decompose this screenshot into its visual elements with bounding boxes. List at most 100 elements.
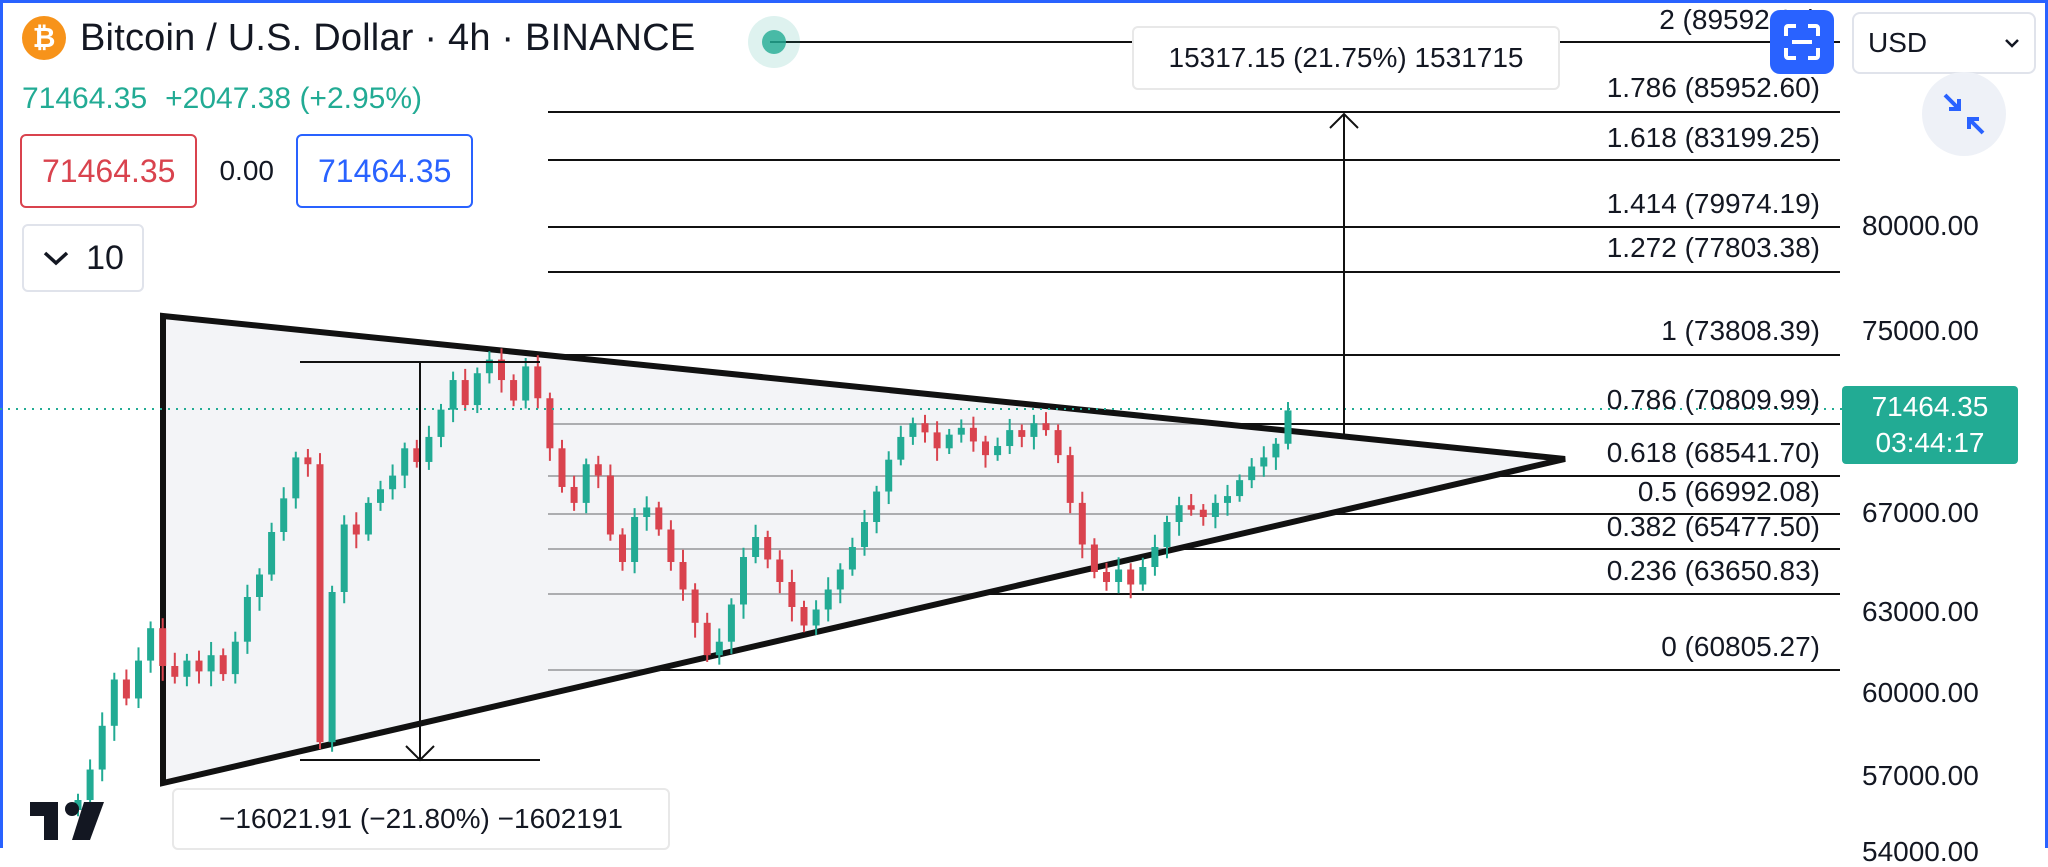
- candle-body: [1224, 496, 1231, 503]
- axis-label-54000: 54000.00: [1862, 836, 1979, 867]
- chevron-down-icon: [43, 251, 69, 266]
- candle-body: [546, 398, 554, 449]
- candle-body: [1151, 547, 1159, 567]
- candle-body: [800, 607, 808, 626]
- candle-body: [328, 592, 336, 743]
- fib-label-1272: 1.272 (77803.38): [1606, 232, 1820, 263]
- candle-body: [364, 502, 372, 535]
- candle-body: [824, 589, 832, 610]
- candle-body: [691, 589, 699, 623]
- candle-body: [1272, 443, 1280, 458]
- symbol-header: ₿ Bitcoin / U.S. Dollar · 4h · BINANCE: [22, 16, 695, 60]
- candle-body: [703, 622, 711, 656]
- candle-body: [510, 380, 518, 401]
- sell-button[interactable]: 71464.35: [20, 134, 198, 208]
- last-price-tag: 71464.35 03:44:17: [1842, 386, 2018, 464]
- currency-select[interactable]: USD: [1852, 12, 2036, 74]
- candle-body: [740, 557, 747, 605]
- candle-body: [171, 666, 179, 677]
- fib-label-0786: 0.786 (70809.99): [1606, 384, 1820, 415]
- candle-body: [909, 423, 917, 437]
- fib-label-1: 1 (73808.39): [1661, 315, 1820, 346]
- candle-body: [631, 517, 639, 562]
- candle-body: [1090, 544, 1098, 572]
- price-change: +2047.38 (+2.95%): [165, 82, 423, 115]
- candle-body: [135, 660, 142, 699]
- candle-body: [195, 660, 203, 672]
- candle-body: [1030, 423, 1038, 437]
- candle-body: [873, 491, 881, 522]
- price-change-line: 71464.35 +2047.38 (+2.95%): [22, 82, 422, 116]
- candle-body: [885, 459, 893, 492]
- fib-label-0: 0 (60805.27): [1661, 631, 1820, 662]
- candle-body: [437, 409, 445, 437]
- axis-label-63000: 63000.00: [1862, 596, 1979, 627]
- candle-body: [1042, 423, 1050, 431]
- candle-body: [1066, 455, 1074, 503]
- measure-up-label: 15317.15 (21.75%) 1531715: [1132, 26, 1560, 90]
- candle-body: [159, 628, 167, 666]
- candle-body: [788, 582, 796, 607]
- tradingview-logo: [30, 802, 104, 840]
- candle-body: [1115, 569, 1123, 582]
- axis-label-75000: 75000.00: [1862, 315, 1979, 346]
- measure-up-arrow[interactable]: [1329, 112, 1359, 435]
- candle-body: [86, 769, 94, 800]
- candle-body: [534, 366, 542, 399]
- candle-body: [498, 359, 505, 381]
- candle-body: [110, 679, 118, 726]
- price-tag-value: 71464.35: [1871, 391, 1989, 422]
- candle-body: [921, 423, 929, 433]
- candle-body: [219, 655, 227, 675]
- candle-body: [316, 464, 324, 743]
- fib-label-0618: 0.618 (68541.70): [1606, 437, 1820, 468]
- candle-body: [861, 522, 868, 547]
- spread-value: 0.00: [219, 155, 274, 186]
- candle-body: [606, 475, 614, 535]
- candle-body: [1163, 522, 1171, 547]
- candle-body: [340, 524, 348, 592]
- candle-body: [982, 441, 989, 456]
- price-tag-countdown: 03:44:17: [1875, 427, 1985, 458]
- buy-button[interactable]: 71464.35: [295, 134, 474, 208]
- bitcoin-icon: ₿: [22, 16, 66, 60]
- candle-body: [122, 679, 130, 699]
- candle-body: [1078, 502, 1086, 545]
- screenshot-button[interactable]: [1770, 10, 1834, 74]
- candle-body: [1139, 567, 1147, 585]
- candle-body: [969, 427, 977, 442]
- candle-body: [655, 507, 663, 530]
- measure-down-arrow[interactable]: [300, 361, 540, 762]
- drawing-handle-dot[interactable]: [762, 30, 786, 54]
- axis-label-80000: 80000.00: [1862, 210, 1979, 241]
- fib-label-0382: 0.382 (65477.50): [1606, 511, 1820, 542]
- candle-body: [183, 660, 191, 677]
- axis-label-57000: 57000.00: [1862, 760, 1979, 791]
- price-chart[interactable]: [0, 0, 2048, 848]
- candle-body: [1103, 572, 1110, 582]
- candle-body: [643, 507, 651, 517]
- candle-body: [1199, 509, 1207, 517]
- candle-body: [764, 537, 772, 560]
- candle-body: [280, 498, 288, 532]
- candle-body: [522, 366, 530, 401]
- collapse-chart-button[interactable]: [1922, 72, 2006, 156]
- candle-body: [1236, 480, 1244, 497]
- candle-body: [1054, 430, 1062, 456]
- symbol-title[interactable]: Bitcoin / U.S. Dollar · 4h · BINANCE: [80, 16, 696, 59]
- candle-body: [957, 427, 965, 435]
- candle-body: [243, 597, 251, 642]
- candle-body: [933, 432, 941, 449]
- fib-label-1618: 1.618 (83199.25): [1606, 122, 1820, 153]
- candle-body: [1248, 466, 1256, 481]
- shrink-arrows-icon: [1943, 93, 1985, 135]
- candle-body: [74, 800, 82, 810]
- candle-body: [401, 448, 409, 476]
- candle-body: [147, 628, 155, 661]
- candle-body: [231, 641, 239, 675]
- indicators-collapse-button[interactable]: 10: [22, 224, 144, 292]
- candle-body: [994, 446, 1002, 456]
- candle-body: [1127, 569, 1135, 585]
- candle-body: [1006, 430, 1014, 447]
- candle-body: [1187, 505, 1195, 510]
